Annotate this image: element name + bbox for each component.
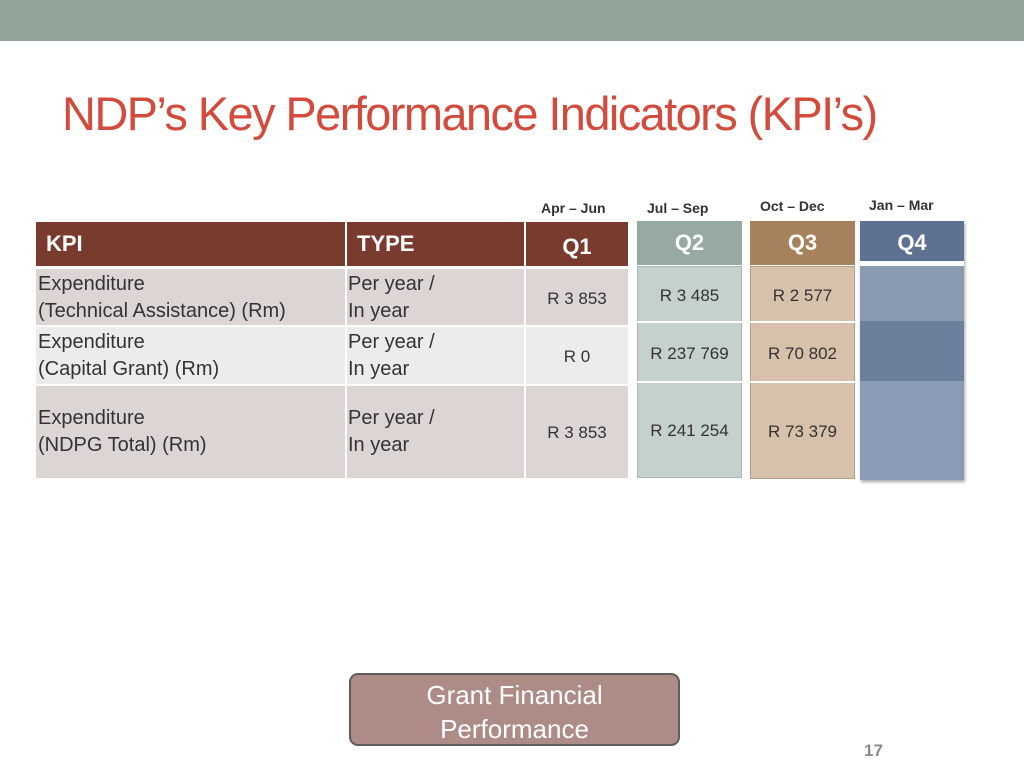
q2-body [637,266,742,478]
q2-value: R 237 769 [650,344,729,363]
divider [637,321,742,323]
row-bg [526,327,628,384]
header-q1: Q1 [526,222,628,266]
q4-cell [860,266,964,321]
q3-value: R 70 802 [768,344,837,363]
kpi-cell: Expenditure (Technical Assistance) (Rm) [38,273,286,322]
q3-header: Q3 [750,221,855,265]
row-bg [347,327,524,384]
row-bg [347,269,524,325]
q3-body [750,266,855,479]
divider [860,261,964,266]
kpi-cell: Expenditure (NDPG Total) (Rm) [38,407,207,456]
row-bg [347,386,524,478]
header-type: TYPE [347,222,524,266]
divider [750,321,855,323]
top-bar [0,0,1024,41]
type-cell: Per year / In year [348,407,435,456]
q2-value: R 3 485 [659,286,720,305]
q1-value: R 3 853 [547,423,607,442]
row-bg [36,327,345,384]
q4-cell [860,321,964,381]
q3-column: Q3 R 2 577 R 70 802 R 73 379 [750,221,855,479]
page-number: 17 [864,741,883,760]
row-bg [36,386,345,478]
row-bg [526,386,628,478]
q2-column: Q2 R 3 485 R 237 769 R 241 254 [637,221,742,478]
divider [750,381,855,383]
period-label-q1: Apr – Jun [541,200,606,216]
header-kpi: KPI [36,222,345,266]
grant-financial-performance-button[interactable]: Grant Financial Performance [349,673,680,746]
q2-header: Q2 [637,221,742,265]
type-cell: Per year / In year [348,331,435,380]
kpi-cell: Expenditure (Capital Grant) (Rm) [38,331,220,380]
q1-value: R 3 853 [547,289,607,308]
period-label-q4: Jan – Mar [869,197,934,213]
type-cell: Per year / In year [348,273,435,322]
q3-value: R 2 577 [772,286,833,305]
period-label-q2: Jul – Sep [647,200,709,216]
row-bg [526,269,628,325]
divider [637,381,742,383]
q4-cell [860,381,964,480]
q2-value: R 241 254 [650,421,729,440]
q4-header: Q4 [860,221,964,265]
q1-value: R 0 [563,347,591,366]
row-bg [36,269,345,325]
page-title: NDP’s Key Performance Indicators (KPI’s) [62,87,878,140]
q4-column: Q4 [860,221,964,480]
q3-value: R 73 379 [768,422,837,441]
period-label-q3: Oct – Dec [760,198,825,214]
